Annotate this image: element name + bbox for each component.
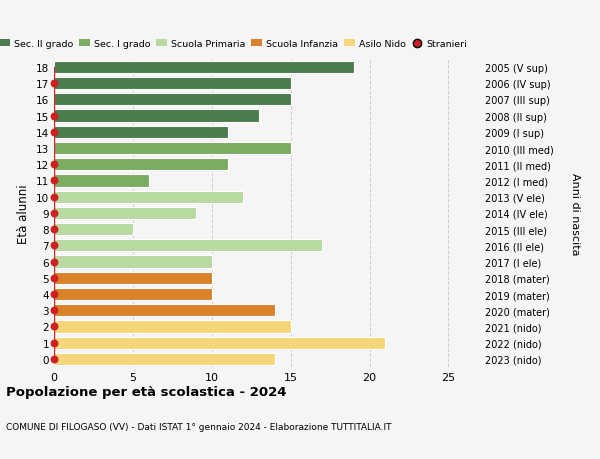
Text: COMUNE DI FILOGASO (VV) - Dati ISTAT 1° gennaio 2024 - Elaborazione TUTTITALIA.I: COMUNE DI FILOGASO (VV) - Dati ISTAT 1° … <box>6 422 392 431</box>
Bar <box>54 143 290 155</box>
Point <box>49 210 59 217</box>
Bar <box>54 224 133 235</box>
Point <box>49 339 59 347</box>
Bar <box>54 62 354 74</box>
Point <box>49 242 59 250</box>
Legend: Sec. II grado, Sec. I grado, Scuola Primaria, Scuola Infanzia, Asilo Nido, Stran: Sec. II grado, Sec. I grado, Scuola Prim… <box>0 40 467 49</box>
Bar <box>54 272 212 284</box>
Point <box>49 291 59 298</box>
Point <box>49 177 59 185</box>
Point <box>49 129 59 136</box>
Bar <box>54 175 149 187</box>
Point <box>49 323 59 330</box>
Bar <box>54 288 212 301</box>
Bar <box>54 126 227 139</box>
Bar <box>54 78 290 90</box>
Bar <box>54 321 290 333</box>
Y-axis label: Anni di nascita: Anni di nascita <box>570 172 580 255</box>
Point <box>49 80 59 88</box>
Point <box>49 226 59 233</box>
Point <box>49 274 59 282</box>
Point <box>49 355 59 363</box>
Bar <box>54 240 322 252</box>
Bar <box>54 207 196 219</box>
Point <box>49 194 59 201</box>
Bar <box>54 353 275 365</box>
Bar <box>54 256 212 268</box>
Y-axis label: Età alunni: Età alunni <box>17 184 31 243</box>
Bar <box>54 304 275 317</box>
Text: Popolazione per età scolastica - 2024: Popolazione per età scolastica - 2024 <box>6 386 287 398</box>
Bar <box>54 337 385 349</box>
Point <box>49 112 59 120</box>
Bar <box>54 94 290 106</box>
Point <box>49 307 59 314</box>
Bar <box>54 159 227 171</box>
Bar <box>54 191 244 203</box>
Point <box>49 161 59 168</box>
Bar <box>54 110 259 123</box>
Point <box>49 258 59 266</box>
